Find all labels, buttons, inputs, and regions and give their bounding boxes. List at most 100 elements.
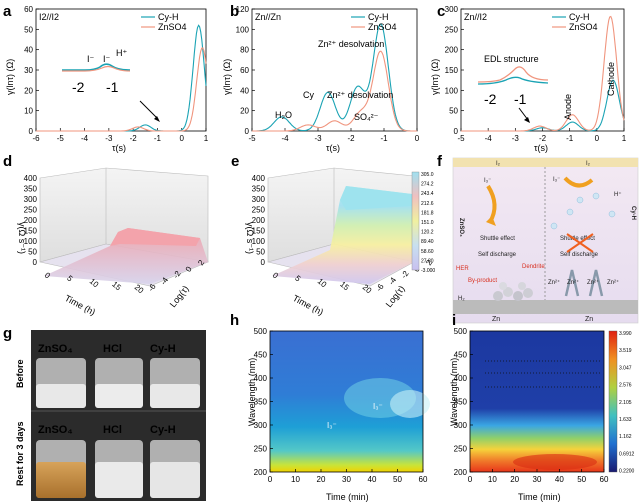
xlabel-a: τ(s) — [112, 143, 126, 153]
series-cy-h-b — [252, 23, 417, 132]
label-zn-anode-right: Zn — [585, 316, 593, 323]
label-triiodide-left: I₃⁻ — [484, 178, 491, 184]
legend-label-znso4-b: ZnSO4 — [368, 22, 397, 32]
legend-label-cy-h-c: Cy-H — [569, 12, 590, 22]
ytick-label-c-6: 300 — [445, 5, 459, 14]
logtau-tick-d-3: 0 — [184, 264, 194, 273]
xtick-label-i-1: 10 — [488, 475, 497, 484]
colorbar-tick-e-0: 305.0 — [421, 172, 434, 178]
ytick-label-c-0: 0 — [454, 127, 459, 136]
inset-curve-cy-h-c — [477, 76, 549, 85]
annotation-triiodide-1: I₃⁻ — [373, 402, 383, 411]
annotation-desolvation-2: Zn²⁺ desolvation — [327, 90, 393, 100]
xtick-label-b-3: -2 — [347, 134, 355, 143]
liquid-cy-h-before — [150, 384, 200, 408]
xtick-label-h-3: 30 — [342, 475, 351, 484]
xtick-label-h-2: 20 — [317, 475, 326, 484]
ytick-label-i-0: 200 — [454, 468, 468, 477]
arrow-head-a — [154, 116, 160, 122]
label-by-product: By-product — [468, 278, 497, 284]
ytick-label-i-4: 400 — [454, 374, 468, 383]
liquid-znso4-before — [36, 384, 86, 408]
logtau-tick-e-2: -2 — [399, 269, 411, 280]
xtick-label-i-3: 30 — [533, 475, 542, 484]
logtau-tick-d-1: -4 — [159, 275, 171, 286]
ztick-label-d-7: 350 — [24, 185, 38, 194]
xtick-label-i-4: 40 — [555, 475, 564, 484]
annotation-anode: Anode — [563, 94, 573, 120]
arrow-line-a — [139, 100, 159, 120]
liquid-hcl-after — [95, 462, 143, 498]
colorbar-tick-e-2: 243.4 — [421, 191, 434, 197]
panel-i: i 0 10 20 30 40 50 60 200 250 300 350 400 450 500 Wav… — [449, 312, 635, 502]
panel-c: c Zn//I2 -5 -4 -3 -2 -1 0 1050100150200250300 … — [437, 3, 627, 143]
ztick-label-e-7: 350 — [252, 185, 266, 194]
zlabel-d: γ(Ω s⁻¹) — [17, 222, 27, 254]
colorbar-e — [411, 171, 420, 271]
panel-f: f I₂ I₂ I₃⁻ I₃⁻ H⁺ ZnSO₄ Cy-H Shuttle ef… — [437, 153, 639, 324]
panel-label-c: c — [437, 3, 445, 20]
surface-e — [272, 186, 414, 284]
ztick-label-e-1: 50 — [256, 248, 265, 257]
xtick-label-a-7: 1 — [204, 134, 209, 143]
ytick-label-b-3: 60 — [240, 66, 249, 75]
label-iodine-left: I₂ — [496, 161, 501, 167]
xtick-label-i-2: 20 — [510, 475, 519, 484]
colorbar-tick-e-8: 58.60 — [421, 249, 434, 255]
annotation-water: H₂O — [275, 110, 292, 120]
series-cy-h-a — [36, 24, 207, 132]
colorbar-tick-i-8: 0.2200 — [619, 469, 635, 475]
xtick-label-h-1: 10 — [291, 475, 300, 484]
ztick-label-d-5: 250 — [24, 206, 38, 215]
colorbar-tick-e-3: 212.6 — [421, 201, 434, 207]
xtick-label-c-5: 0 — [595, 134, 600, 143]
schematic-background — [452, 157, 639, 324]
inset-curve-znso4-c — [477, 66, 549, 83]
colorbar-tick-i-4: 2.105 — [619, 400, 632, 406]
absorption-core-h — [390, 390, 430, 418]
ytick-label-c-5: 250 — [445, 25, 459, 34]
legend-label-znso4-c: ZnSO4 — [569, 22, 598, 32]
ztick-label-d-8: 400 — [24, 174, 38, 183]
colorbar-tick-e-9: 27.80 — [421, 258, 434, 264]
photo-label-znso4-top: ZnSO₄ — [38, 343, 73, 355]
ztick-label-e-8: 400 — [252, 174, 266, 183]
xtick-label-i-6: 60 — [600, 475, 609, 484]
label-hydrogen: H₂ — [458, 296, 465, 302]
ztick-label-e-5: 250 — [252, 206, 266, 215]
label-self-discharge-left: Self discharge — [478, 252, 517, 258]
shuttle-arrow-right — [563, 176, 594, 188]
ytick-label-a-6: 60 — [24, 5, 33, 14]
xtick-label-a-2: -4 — [81, 134, 89, 143]
ytick-label-b-2: 40 — [240, 86, 249, 95]
label-znso4-side: ZnSO₄ — [458, 218, 464, 237]
annotation-cathode: Cathode — [606, 62, 616, 96]
label-zinc-ion-3: Zn²⁺ — [587, 279, 599, 286]
panel-label-f: f — [437, 153, 443, 170]
label-zinc-ion-4: Zn²⁺ — [607, 279, 619, 286]
label-triiodide-right: I₃⁻ — [553, 177, 560, 183]
xtick-label-c-0: -5 — [457, 134, 465, 143]
ytick-label-a-4: 40 — [24, 46, 33, 55]
dotted-contours-i — [485, 360, 600, 388]
xtick-label-c-2: -3 — [512, 134, 520, 143]
colorbar-tick-e-5: 151.0 — [421, 220, 434, 226]
label-zn-anode-left: Zn — [492, 316, 500, 323]
ytick-label-i-6: 500 — [454, 327, 468, 336]
panel-b: b Zn//Zn -5 -4 -3 -2 -1 0 0 20 40 60 80 100 120 Cy-H… — [230, 3, 420, 143]
plot-frame-c — [460, 8, 625, 132]
inset-c: EDL structure -2 -1 — [477, 54, 549, 123]
panel-label-a: a — [3, 3, 12, 20]
ytick-label-i-1: 250 — [454, 445, 468, 454]
liquid-hcl-before — [95, 384, 143, 408]
ytick-label-h-4: 400 — [254, 374, 268, 383]
inset-annotation-iodide-1: I⁻ — [87, 54, 95, 64]
label-iodine-right: I₂ — [586, 161, 591, 167]
row-label-before: Before — [15, 359, 25, 388]
logtau-tick-e-1: -4 — [387, 275, 399, 286]
ztick-label-e-4: 200 — [252, 216, 266, 225]
iodine-cathode-bar — [453, 158, 638, 167]
photo-label-cy-h-top: Cy-H — [150, 343, 176, 355]
